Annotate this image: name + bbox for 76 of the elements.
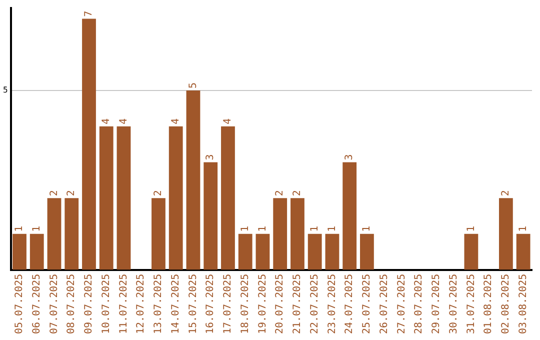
data-label: 2 xyxy=(66,190,78,196)
bar xyxy=(82,18,96,270)
bar xyxy=(221,126,235,270)
x-tick-label: 15.07.2025 xyxy=(188,274,199,334)
x-tick-label: 05.07.2025 xyxy=(14,274,26,334)
data-label: 5 xyxy=(188,82,199,88)
data-label: 1 xyxy=(518,226,529,232)
bar xyxy=(342,162,357,270)
data-label: 2 xyxy=(274,190,286,196)
x-tick-label: 02.08.2025 xyxy=(500,274,512,334)
bar xyxy=(464,234,478,270)
data-label: 1 xyxy=(240,226,251,232)
data-label: 3 xyxy=(344,154,356,160)
data-label: 1 xyxy=(14,226,26,232)
x-tick-label: 12.07.2025 xyxy=(136,274,147,334)
x-tick-label: 26.07.2025 xyxy=(378,274,390,334)
x-tick-label: 14.07.2025 xyxy=(170,274,182,334)
bar xyxy=(498,198,513,270)
data-label: 4 xyxy=(100,118,112,124)
data-label: 7 xyxy=(84,10,95,17)
x-tick-label: 27.07.2025 xyxy=(396,274,408,334)
data-label: 1 xyxy=(309,226,320,232)
data-label: 3 xyxy=(205,154,216,160)
data-label: 2 xyxy=(48,190,60,196)
bar xyxy=(325,234,340,270)
x-tick-label: 07.07.2025 xyxy=(48,274,60,334)
x-tick-label: 23.07.2025 xyxy=(326,274,338,334)
data-label: 1 xyxy=(257,226,268,232)
bar xyxy=(186,90,200,270)
bar xyxy=(273,198,288,270)
x-tick-label: 28.07.2025 xyxy=(414,274,425,334)
bar xyxy=(204,162,218,270)
bar xyxy=(256,234,270,270)
bar xyxy=(238,234,252,270)
x-tick-label: 09.07.2025 xyxy=(84,274,95,334)
bar xyxy=(360,234,374,270)
x-tick-label: 30.07.2025 xyxy=(448,274,460,334)
x-tick-label: 06.07.2025 xyxy=(31,274,42,334)
bar xyxy=(168,126,183,270)
x-tick-label: 13.07.2025 xyxy=(153,274,164,334)
bar xyxy=(516,234,530,270)
x-tick-label: 19.07.2025 xyxy=(257,274,268,334)
x-tick-label: 17.07.2025 xyxy=(222,274,234,334)
x-tick-label: 29.07.2025 xyxy=(431,274,442,334)
data-label: 1 xyxy=(326,226,338,232)
bar xyxy=(64,198,79,270)
x-tick-label: 10.07.2025 xyxy=(100,274,112,334)
bar xyxy=(99,126,114,270)
bar xyxy=(290,198,304,270)
bar xyxy=(47,198,62,270)
x-tick-label: 08.07.2025 xyxy=(66,274,78,334)
data-label: 4 xyxy=(222,118,234,124)
data-label: 1 xyxy=(466,226,477,232)
data-label: 4 xyxy=(118,118,130,124)
x-tick-label: 20.07.2025 xyxy=(274,274,286,334)
data-label: 2 xyxy=(153,190,164,196)
x-tick-label: 24.07.2025 xyxy=(344,274,356,334)
bar xyxy=(30,234,44,270)
bar xyxy=(12,234,26,270)
data-label: 2 xyxy=(500,190,512,196)
x-tick-label: 25.07.2025 xyxy=(362,274,373,334)
bar xyxy=(308,234,322,270)
x-tick-label: 18.07.2025 xyxy=(240,274,251,334)
data-label: 4 xyxy=(170,118,182,124)
x-tick-label: 21.07.2025 xyxy=(292,274,304,334)
x-tick-label: 22.07.2025 xyxy=(309,274,320,334)
data-label: 2 xyxy=(292,190,304,196)
data-label: 1 xyxy=(31,226,42,232)
x-tick-label: 03.08.2025 xyxy=(518,274,529,334)
x-tick-label: 11.07.2025 xyxy=(118,274,130,334)
data-label: 1 xyxy=(362,226,373,232)
x-tick-label: 01.08.2025 xyxy=(483,274,494,334)
bar xyxy=(152,198,166,270)
x-tick-label: 16.07.2025 xyxy=(205,274,216,334)
x-tick-label: 31.07.2025 xyxy=(466,274,477,334)
bar xyxy=(116,126,131,270)
